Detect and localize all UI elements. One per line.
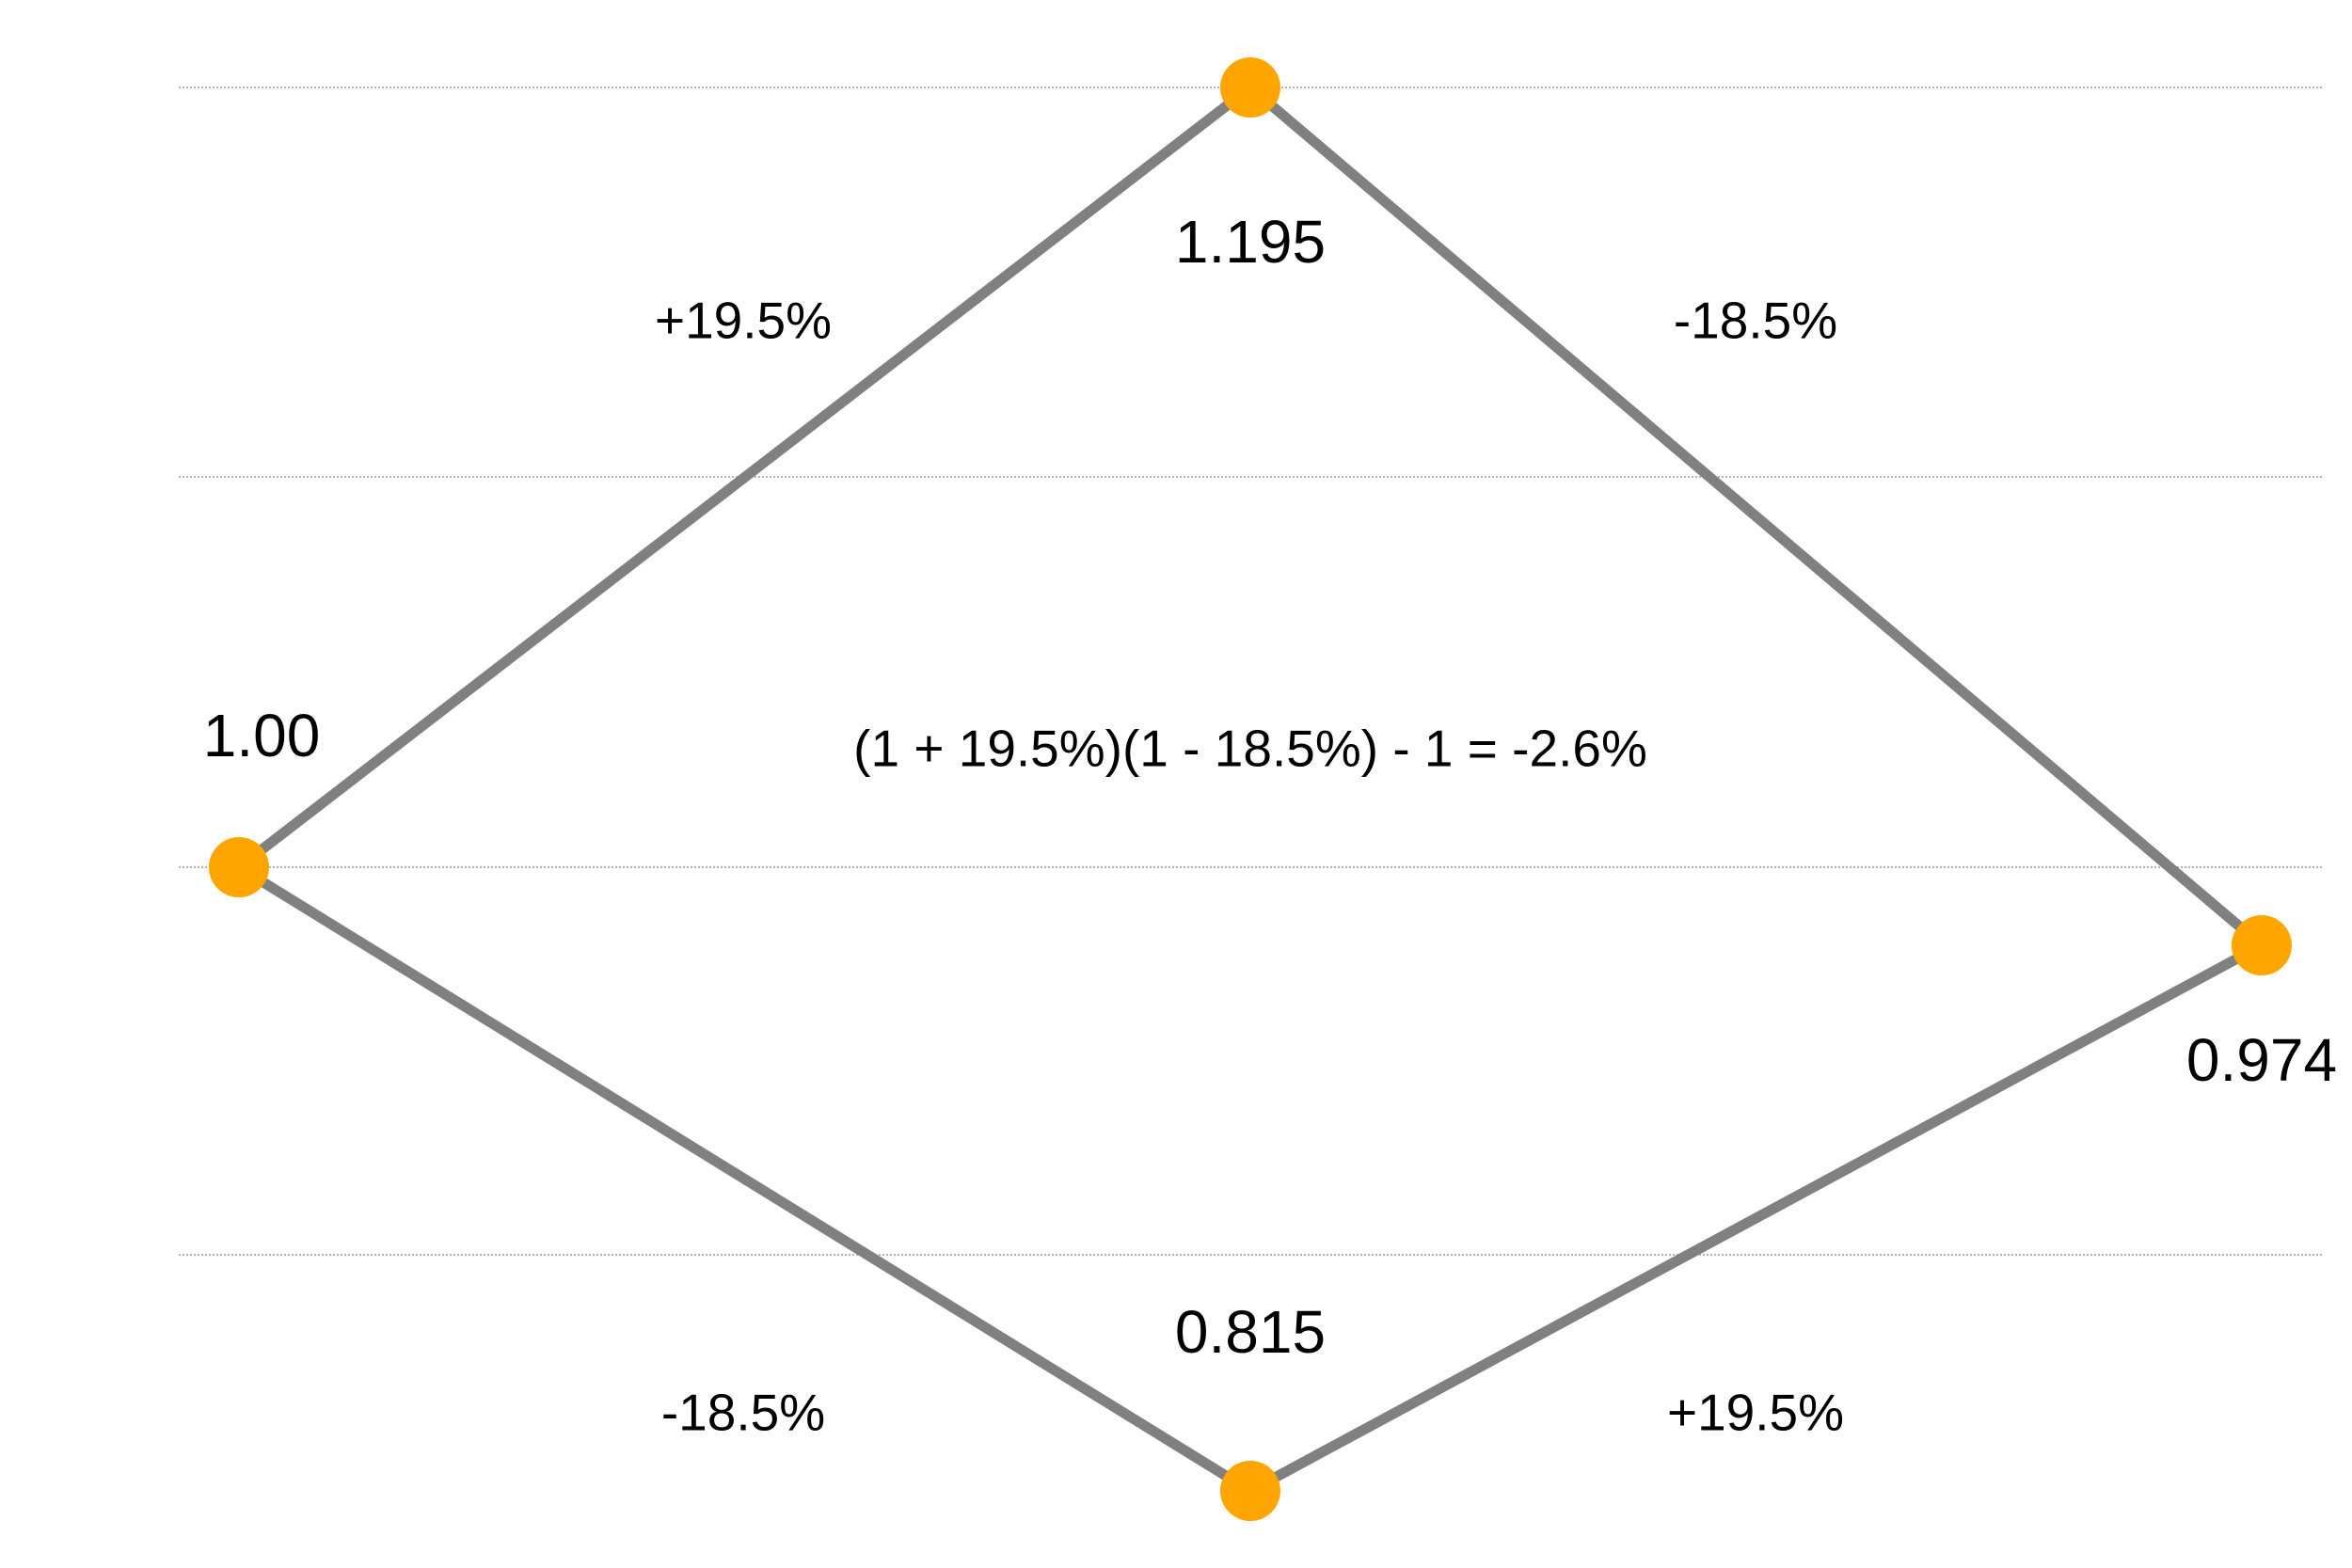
- node-label: 0.974: [2186, 1026, 2337, 1094]
- node: [2232, 915, 2292, 975]
- edge-label: +19.5%: [1667, 1384, 1844, 1442]
- node-label: 0.815: [1175, 1298, 1326, 1366]
- edge-label: -18.5%: [1674, 292, 1837, 350]
- node-label: 1.00: [203, 702, 321, 769]
- edge: [1245, 82, 2267, 951]
- edge: [1245, 940, 2267, 1497]
- formula: (1 + 19.5%)(1 - 18.5%) - 1 = -2.6%: [853, 720, 1647, 778]
- edge-label: -18.5%: [661, 1384, 825, 1442]
- node: [209, 837, 269, 897]
- node: [1220, 1461, 1280, 1521]
- node: [1220, 57, 1280, 118]
- node-label: 1.195: [1175, 208, 1326, 276]
- edge: [233, 862, 1256, 1497]
- edge-label: +19.5%: [655, 292, 832, 350]
- edge: [233, 82, 1256, 873]
